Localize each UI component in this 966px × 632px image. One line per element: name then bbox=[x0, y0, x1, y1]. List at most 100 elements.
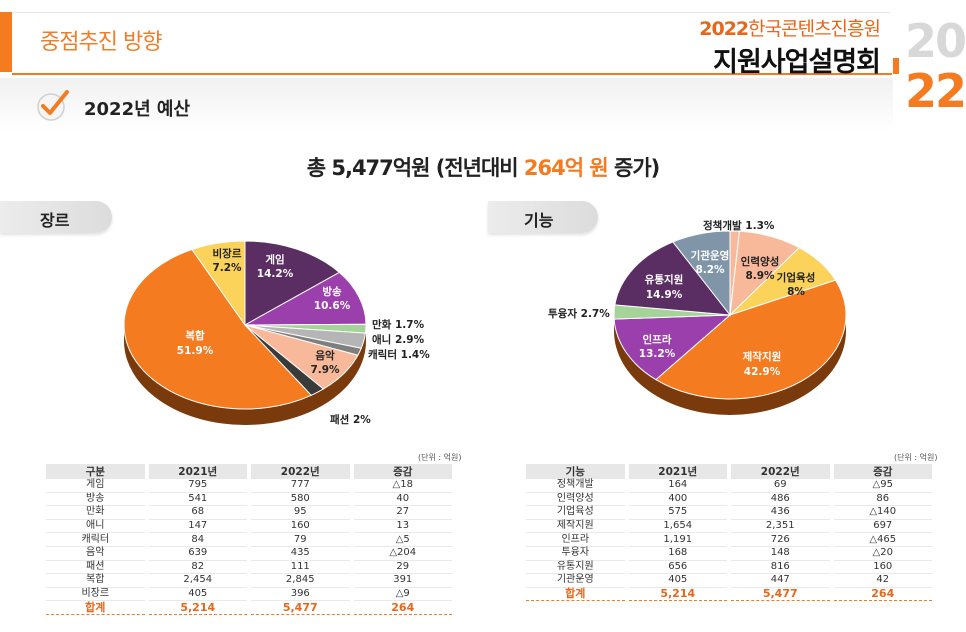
table-row: 제작지원 1,654 2,351 697 bbox=[522, 519, 936, 534]
func-label-policy: 정책개발 1.3% bbox=[703, 219, 775, 232]
table-cell: △20 bbox=[829, 546, 936, 561]
genre-unit-label: (단위 : 억원) bbox=[418, 453, 462, 462]
table-cell: 2,351 bbox=[727, 519, 834, 534]
brand-tick bbox=[893, 58, 899, 74]
table-cell: 168 bbox=[624, 546, 731, 561]
function-pie-depth bbox=[614, 315, 846, 415]
genre-section-pill: 장르 bbox=[0, 201, 112, 233]
table-cell: 인력양성 bbox=[522, 492, 629, 507]
table-row: 기업육성 575 436 △140 bbox=[522, 505, 936, 520]
table-cell: 580 bbox=[247, 492, 354, 507]
section-title: 중점추진 방향 bbox=[40, 30, 162, 55]
genre-label-game: 게임 bbox=[265, 253, 284, 266]
table-cell: 391 bbox=[349, 573, 456, 588]
column-header: 2022년 bbox=[727, 464, 834, 479]
table-row: 유통지원 656 816 160 bbox=[522, 560, 936, 575]
genre-label-music: 음악 bbox=[315, 350, 335, 362]
table-cell: 160 bbox=[247, 519, 354, 534]
table-cell: 777 bbox=[247, 479, 354, 493]
table-cell: 합계 bbox=[42, 600, 149, 615]
table-cell: 정책개발 bbox=[522, 479, 629, 493]
table-cell: 436 bbox=[727, 505, 834, 520]
table-cell: 396 bbox=[247, 587, 354, 602]
subheader-band bbox=[0, 78, 893, 132]
table-cell: 1,654 bbox=[624, 519, 731, 534]
brand-line1: 2022한국콘텐츠진흥원 bbox=[699, 14, 881, 41]
function-section-pill: 기능 bbox=[488, 201, 598, 233]
column-header: 증감 bbox=[349, 464, 456, 479]
table-cell: 투융자 bbox=[522, 546, 629, 561]
table-cell: 합계 bbox=[522, 586, 629, 602]
func-label-infra: 인프라 bbox=[643, 333, 672, 346]
table-row: 방송 541 580 40 bbox=[42, 492, 456, 507]
table-row: 애니 147 160 13 bbox=[42, 519, 456, 534]
genre-budget-table: 구분 2021년 2022년 증감 게임 795 777 △18 방송 541 580 40 만화 68… bbox=[42, 464, 456, 615]
table-cell: △204 bbox=[349, 546, 456, 561]
table-cell: 음악 bbox=[42, 546, 149, 561]
func-label-invest: 투융자 2.7% bbox=[548, 307, 610, 320]
table-cell: 27 bbox=[349, 505, 456, 520]
func-slice-production bbox=[654, 279, 847, 400]
table-header-row: 기능 2021년 2022년 증감 bbox=[522, 464, 936, 479]
func-label-hr-pct: 8.9% bbox=[745, 270, 775, 282]
func-label-production: 제작지원 bbox=[743, 350, 782, 363]
func-label-distribution: 유통지원 bbox=[645, 273, 684, 286]
column-header: 2022년 bbox=[247, 464, 354, 479]
table-row: 게임 795 777 △18 bbox=[42, 479, 456, 493]
column-header: 2021년 bbox=[624, 464, 731, 479]
table-cell: 게임 bbox=[42, 479, 149, 493]
table-cell: 795 bbox=[144, 479, 251, 493]
table-row: 음악 639 435 △204 bbox=[42, 546, 456, 561]
header-frame bbox=[12, 12, 890, 73]
table-cell: 만화 bbox=[42, 505, 149, 520]
table-cell: 164 bbox=[624, 479, 731, 493]
table-cell: 기관운영 bbox=[522, 573, 629, 588]
table-header-row: 구분 2021년 2022년 증감 bbox=[42, 464, 456, 479]
func-slice-infra bbox=[613, 314, 732, 381]
table-cell: 264 bbox=[829, 586, 936, 602]
function-section-label: 기능 bbox=[524, 211, 554, 230]
brand-line2: 지원사업설명회 bbox=[713, 47, 881, 78]
table-cell: 95 bbox=[247, 505, 354, 520]
table-cell: △465 bbox=[829, 532, 936, 547]
table-cell: 2,845 bbox=[247, 573, 354, 588]
table-cell: 447 bbox=[727, 573, 834, 588]
genre-label-broadcast-pct: 10.6% bbox=[314, 300, 351, 312]
table-row: 만화 68 95 27 bbox=[42, 505, 456, 520]
table-row: 캐릭터 84 79 △5 bbox=[42, 532, 456, 547]
func-label-distribution-pct: 14.9% bbox=[646, 289, 683, 301]
table-cell: 697 bbox=[829, 519, 936, 534]
genre-slice-game bbox=[244, 240, 341, 326]
header-accent-bar bbox=[0, 12, 12, 72]
genre-label-fashion: 패션 2% bbox=[330, 413, 371, 426]
table-row: 비장르 405 396 △9 bbox=[42, 587, 456, 602]
table-cell: 69 bbox=[727, 479, 834, 493]
column-header: 구분 bbox=[42, 464, 149, 479]
table-row: 기관운영 405 447 42 bbox=[522, 573, 936, 588]
genre-slice-broadcast bbox=[244, 271, 367, 326]
column-header: 기능 bbox=[522, 464, 629, 479]
table-cell: 40 bbox=[349, 492, 456, 507]
func-label-production-pct: 42.9% bbox=[744, 366, 781, 378]
function-pie-chart: 정책개발 1.3% 인력양성 8.9% 기업육성 8% 제작지원 42.9% 인… bbox=[548, 219, 847, 415]
year-top: 20 bbox=[905, 14, 966, 68]
table-cell: 방송 bbox=[42, 492, 149, 507]
genre-pie-depth bbox=[124, 325, 366, 425]
column-header: 증감 bbox=[829, 464, 936, 479]
table-cell: 84 bbox=[144, 532, 251, 547]
table-cell: 2,454 bbox=[144, 573, 251, 588]
table-cell: 기업육성 bbox=[522, 505, 629, 520]
function-budget-table: 기능 2021년 2022년 증감 정책개발 164 69 △95 인력양성 400 486 86 기… bbox=[522, 464, 936, 602]
func-label-infra-pct: 13.2% bbox=[639, 348, 676, 360]
brand-org: 한국콘텐츠진흥원 bbox=[748, 18, 881, 40]
genre-label-character: 캐릭터 1.4% bbox=[368, 348, 430, 361]
table-cell: 86 bbox=[829, 492, 936, 507]
table-cell: 68 bbox=[144, 505, 251, 520]
table-cell: 5,214 bbox=[624, 586, 731, 602]
table-cell: 79 bbox=[247, 532, 354, 547]
table-cell: 제작지원 bbox=[522, 519, 629, 534]
table-cell: 160 bbox=[829, 560, 936, 575]
genre-slice-composite bbox=[123, 248, 313, 410]
table-cell: 405 bbox=[144, 587, 251, 602]
table-cell: 5,477 bbox=[247, 600, 354, 615]
